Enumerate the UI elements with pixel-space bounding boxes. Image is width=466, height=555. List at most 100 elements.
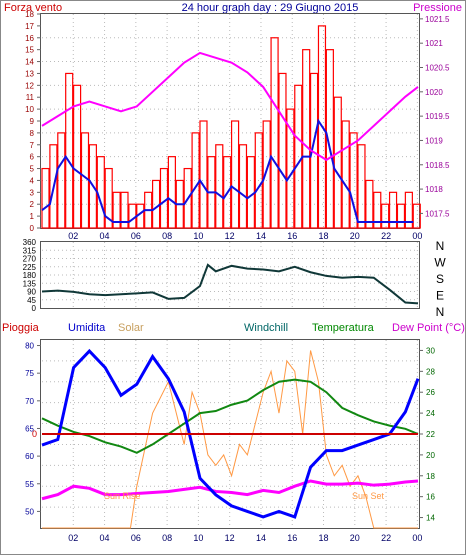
wind-tick-label: 12	[25, 81, 34, 90]
wind-bar	[278, 72, 287, 229]
compass-label: N	[436, 305, 445, 319]
pressure-tick-label: 1021.5	[425, 15, 450, 24]
wind-bar	[65, 72, 74, 229]
wind-tick-label: 17	[25, 22, 34, 31]
wind-bar	[223, 156, 232, 229]
temperature-tick-label: 18	[426, 472, 435, 481]
time-tick-label: 06	[131, 231, 141, 241]
wind-bar	[357, 144, 366, 229]
wind-tick-label: 13	[25, 69, 34, 78]
wind-tick-label: 18	[25, 10, 34, 19]
sunset-label: Sun Set	[352, 491, 385, 501]
temperature-tick-label: 22	[426, 430, 435, 439]
time-tick-label: 00	[412, 533, 422, 543]
wind-tick-label: 11	[26, 93, 35, 102]
compass-label: S	[436, 272, 444, 286]
dewpoint-line	[41, 479, 419, 501]
wind-tick-label: 7	[30, 141, 35, 150]
wind-bar	[341, 120, 350, 229]
wind-bar	[49, 144, 58, 229]
wind-tick-label: 4	[30, 176, 35, 185]
direction-line	[41, 263, 419, 305]
wind-tick-label: 2	[30, 200, 35, 209]
wind-bar	[333, 96, 342, 229]
time-tick-label: 22	[381, 231, 391, 241]
humidity-tick-label: 55	[25, 480, 34, 489]
wind-axis-label: Forza vento	[4, 2, 62, 14]
wind-bar	[183, 167, 192, 229]
pressure-tick-label: 1018.5	[425, 161, 450, 170]
time-tick-label: 20	[350, 533, 360, 543]
wind-bar	[349, 132, 358, 229]
wind-bar	[72, 84, 82, 229]
pressure-tick-label: 1019	[425, 136, 443, 145]
gust-line	[41, 118, 414, 224]
pressure-tick-label: 1018	[425, 185, 443, 194]
time-tick-label: 04	[100, 231, 110, 241]
time-tick-label: 18	[319, 231, 329, 241]
direction-tick-label: 225	[23, 263, 37, 272]
wind-bar	[167, 156, 176, 229]
time-tick-label: 14	[256, 533, 266, 543]
temperature-tick-label: 28	[426, 367, 435, 376]
wind-bar	[238, 144, 248, 229]
time-tick-label: 16	[287, 231, 297, 241]
time-tick-label: 10	[193, 231, 203, 241]
time-tick-label: 22	[381, 533, 391, 543]
time-tick-label: 06	[131, 533, 141, 543]
wind-bar	[317, 25, 327, 229]
direction-tick-label: 45	[27, 296, 36, 305]
wind-tick-label: 9	[30, 117, 35, 126]
humidity-tick-label: 70	[25, 397, 34, 406]
temperature-tick-label: 14	[426, 514, 435, 523]
time-tick-label: 00	[412, 231, 422, 241]
wind-bar	[57, 132, 66, 229]
pressure-line	[41, 51, 419, 162]
time-tick-label: 10	[193, 533, 203, 543]
pressure-tick-label: 1019.5	[425, 112, 450, 121]
time-tick-label: 02	[68, 533, 78, 543]
time-x-ticks: 02 04 06 08 10 12 14 16 18 20 22 00	[68, 231, 422, 241]
legend-solar: Solar	[118, 322, 144, 334]
wind-tick-label: 8	[30, 129, 35, 138]
time-tick-label: 08	[162, 231, 172, 241]
humidity-grid	[42, 340, 418, 528]
time-x-ticks-bottom: 02 04 06 08 10 12 14 16 18 20 22 00	[68, 533, 422, 543]
time-tick-label: 12	[225, 533, 235, 543]
solar-line	[42, 350, 418, 529]
temperature-tick-label: 20	[426, 451, 435, 460]
legend-temperatura: Temperatura	[312, 322, 375, 334]
time-tick-label: 18	[319, 533, 329, 543]
wind-tick-label: 5	[30, 165, 35, 174]
pressure-tick-label: 1020.5	[425, 64, 450, 73]
wind-bar	[388, 191, 398, 229]
humidity-tick-label: 75	[25, 369, 34, 378]
humidity-y-ticks: 50 55 60 65 70 75 80	[25, 342, 41, 516]
pressure-axis-label: Pressione	[413, 2, 462, 14]
wind-bar	[262, 120, 271, 229]
direction-tick-label: 90	[27, 288, 36, 297]
direction-tick-label: 270	[23, 255, 37, 264]
pressure-tick-label: 1017.5	[425, 209, 450, 218]
wind-bar	[88, 144, 97, 229]
pressure-tick-label: 1021	[425, 39, 443, 48]
wind-bar	[325, 49, 334, 229]
wind-tick-label: 10	[25, 105, 34, 114]
direction-tick-label: 315	[23, 246, 37, 255]
wind-bar	[199, 120, 208, 229]
wind-bar	[381, 203, 390, 229]
humidity-line	[41, 348, 420, 519]
wind-bar	[215, 144, 224, 229]
wind-tick-label: 15	[25, 46, 34, 55]
panel-wind-pressure	[40, 13, 420, 229]
direction-tick-label: 135	[23, 279, 37, 288]
time-tick-label: 12	[225, 231, 235, 241]
compass-label: N	[436, 239, 445, 253]
direction-tick-label: 0	[32, 304, 37, 313]
time-tick-label: 14	[256, 231, 266, 241]
wind-tick-label: 16	[25, 34, 34, 43]
